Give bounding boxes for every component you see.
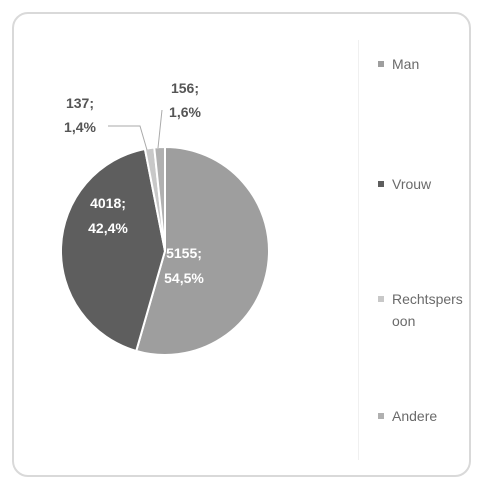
legend-label-vrouw: Vrouw xyxy=(392,176,432,192)
leader-line-andere xyxy=(157,109,163,149)
legend-item-man: Man xyxy=(378,53,470,75)
legend-label-andere: Andere xyxy=(392,408,438,424)
data-label-percent-andere: 1,6% xyxy=(169,104,201,120)
legend-marker-man xyxy=(378,61,384,67)
data-label-value-andere: 156; xyxy=(171,80,199,96)
data-label-percent-rechtspersoon: 1,4% xyxy=(64,119,96,135)
legend-item-vrouw: Vrouw xyxy=(378,173,470,195)
pie-slice-man xyxy=(135,145,270,356)
legend-marker-rechtspersoon xyxy=(378,296,384,302)
pie-slice-vrouw xyxy=(59,147,167,353)
data-label-percent-man: 54,5% xyxy=(164,270,204,286)
data-label-percent-vrouw: 42,4% xyxy=(88,220,128,236)
leader-line-rechtspersoon xyxy=(108,125,148,151)
data-label-value-man: 5155; xyxy=(166,245,202,261)
legend-item-andere: Andere xyxy=(378,405,470,427)
legend-marker-vrouw xyxy=(378,181,384,187)
legend-marker-andere xyxy=(378,413,384,419)
data-label-value-vrouw: 4018; xyxy=(90,195,126,211)
legend-divider xyxy=(358,40,359,460)
data-label-value-rechtspersoon: 137; xyxy=(66,95,94,111)
legend-label-man: Man xyxy=(392,56,420,72)
legend-item-rechtspersoon: Rechtspersoon xyxy=(378,288,470,332)
legend-label-rechtspersoon: Rechtspersoon xyxy=(392,291,463,329)
pie-slice-andere xyxy=(153,145,166,252)
